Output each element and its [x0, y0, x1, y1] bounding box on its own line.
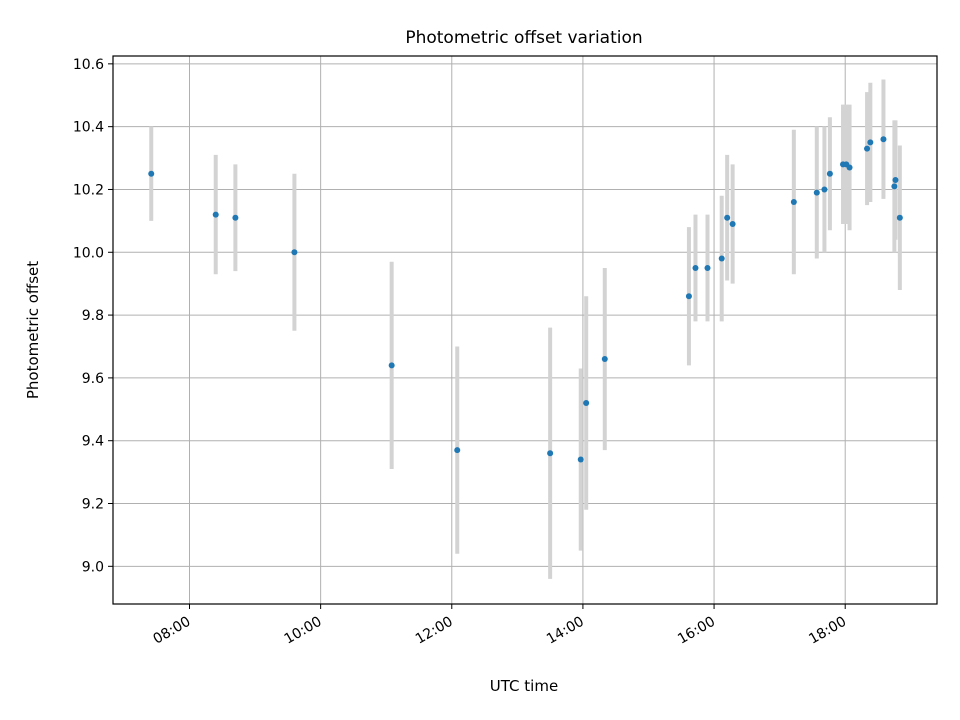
data-point	[729, 221, 736, 228]
y-tick-label: 9.2	[82, 497, 104, 513]
plot-area-frame	[112, 55, 938, 605]
y-tick-label: 10.0	[73, 245, 104, 261]
data-point	[864, 145, 871, 152]
data-point	[388, 362, 395, 369]
data-point	[867, 139, 874, 146]
data-point	[232, 214, 239, 221]
data-points	[148, 136, 903, 463]
data-point	[685, 293, 692, 300]
data-point	[724, 214, 731, 221]
data-point	[212, 211, 219, 218]
y-tick-label: 10.6	[73, 57, 104, 73]
data-point	[880, 136, 887, 143]
data-point	[583, 400, 590, 407]
data-point	[291, 249, 298, 256]
y-tick-label: 9.4	[82, 434, 104, 450]
data-point	[891, 183, 898, 190]
y-axis-label: Photometric offset	[24, 261, 42, 399]
data-point	[704, 264, 711, 271]
x-axis-label: UTC time	[490, 677, 558, 695]
data-point	[790, 199, 797, 206]
data-point	[692, 264, 699, 271]
data-point	[601, 356, 608, 363]
data-point	[547, 450, 554, 457]
y-tick-label: 9.8	[82, 308, 104, 324]
y-tick-label: 10.4	[73, 120, 104, 136]
data-point	[148, 170, 155, 177]
data-point	[821, 186, 828, 193]
data-point	[813, 189, 820, 196]
data-point	[718, 255, 725, 262]
data-point	[892, 177, 899, 184]
data-point	[826, 170, 833, 177]
y-tick-label: 9.6	[82, 371, 104, 387]
data-point	[896, 214, 903, 221]
y-tick-label: 10.2	[73, 182, 104, 198]
y-tick-label: 9.0	[82, 559, 104, 575]
data-point	[846, 164, 853, 171]
y-axis-ticks: 9.0 9.2 9.4 9.6 9.8 10.0 10.2 10.4 10.6	[73, 57, 113, 575]
data-point	[577, 456, 584, 463]
data-point	[454, 447, 461, 454]
chart-title: Photometric offset variation	[405, 28, 642, 48]
